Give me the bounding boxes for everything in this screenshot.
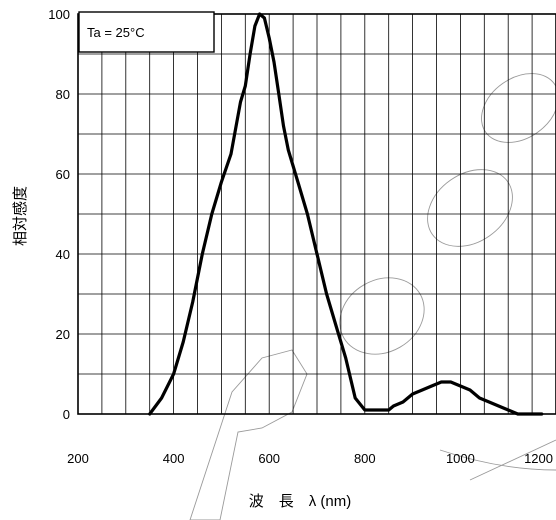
y-tick-label: 0 xyxy=(63,407,70,422)
x-axis-title: 波 長 λ (nm) xyxy=(249,493,352,510)
x-tick-label: 1000 xyxy=(446,451,475,466)
x-tick-labels: 200 400 600 800 1000 1200 xyxy=(67,451,553,466)
x-tick-label: 600 xyxy=(258,451,280,466)
series-line xyxy=(148,12,544,416)
plot-frame xyxy=(77,13,556,415)
x-tick-label: 200 xyxy=(67,451,89,466)
y-tick-label: 100 xyxy=(48,7,70,22)
y-tick-label: 80 xyxy=(56,87,70,102)
watermark xyxy=(189,73,556,520)
y-tick-label: 60 xyxy=(56,167,70,182)
y-tick-label: 40 xyxy=(56,247,70,262)
y-tick-labels: 0 20 40 60 80 100 xyxy=(48,7,70,422)
x-tick-label: 800 xyxy=(354,451,376,466)
annotation-text: Ta = 25°C xyxy=(87,25,145,40)
grid xyxy=(78,14,556,414)
y-axis-title: 相対感度 xyxy=(12,186,29,246)
x-tick-label: 400 xyxy=(163,451,185,466)
annotation-box xyxy=(78,11,215,53)
y-tick-label: 20 xyxy=(56,327,70,342)
x-tick-label: 1200 xyxy=(524,451,553,466)
